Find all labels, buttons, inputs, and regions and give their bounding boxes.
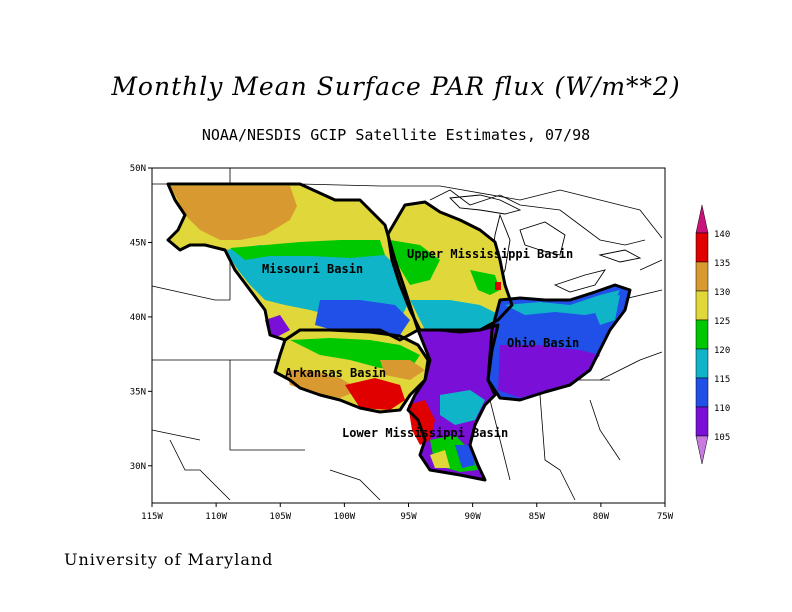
y-tick-label: 35N xyxy=(130,387,146,397)
x-tick-label: 110W xyxy=(205,512,227,522)
colorbar-label: 130 xyxy=(714,288,730,298)
lower-miss-basin-outline xyxy=(406,323,500,482)
basin-label-ohio: Ohio Basin xyxy=(507,336,579,350)
y-tick-label: 50N xyxy=(130,164,146,174)
map-title: Monthly Mean Surface PAR flux (W/m**2) xyxy=(111,72,681,101)
basin-label-upper-mississippi: Upper Mississippi Basin xyxy=(407,247,573,261)
y-axis: 30N 35N 40N 45N 50N xyxy=(130,164,152,472)
y-tick-label: 30N xyxy=(130,462,146,472)
x-tick-label: 80W xyxy=(593,512,610,522)
y-tick-label: 45N xyxy=(130,238,146,248)
colorbar-label: 105 xyxy=(714,433,730,443)
basin-boundaries xyxy=(166,182,632,482)
colorbar-label: 140 xyxy=(714,230,730,240)
basin-label-missouri: Missouri Basin xyxy=(262,262,363,276)
colorbar-swatch xyxy=(695,261,709,292)
basin-label-arkansas: Arkansas Basin xyxy=(285,366,386,380)
basin-label-lower-mississippi: Lower Mississippi Basin xyxy=(342,426,508,440)
colorbar-arrow-top xyxy=(695,204,709,234)
great-lakes xyxy=(449,194,642,293)
colorbar-label: 115 xyxy=(714,375,730,385)
x-tick-label: 105W xyxy=(269,512,291,522)
x-tick-label: 115W xyxy=(141,512,163,522)
x-tick-label: 95W xyxy=(400,512,417,522)
colorbar-swatch xyxy=(695,348,709,379)
footer-credit: University of Maryland xyxy=(64,550,274,569)
colorbar-swatch xyxy=(695,319,709,350)
colorbar-label: 135 xyxy=(714,259,730,269)
colorbar-swatch xyxy=(695,377,709,408)
colorbar-arrow-bottom xyxy=(695,435,709,465)
upper-miss-basin-outline xyxy=(386,200,514,334)
colorbar-label: 125 xyxy=(714,317,730,327)
map-subtitle: NOAA/NESDIS GCIP Satellite Estimates, 07… xyxy=(201,126,591,144)
x-tick-label: 75W xyxy=(657,512,674,522)
colorbar-swatch xyxy=(695,232,709,263)
colorbar-swatch xyxy=(695,406,709,437)
colorbar-label: 110 xyxy=(714,404,730,414)
arkansas-basin-outline xyxy=(273,328,430,414)
y-tick-label: 40N xyxy=(130,313,146,323)
colorbar-label: 120 xyxy=(714,346,730,356)
x-axis: 115W 110W 105W 100W 95W 90W 85W 80W 75W xyxy=(141,503,674,522)
colorbar-swatch xyxy=(695,290,709,321)
x-tick-label: 90W xyxy=(464,512,481,522)
x-tick-label: 85W xyxy=(529,512,546,522)
color-legend: 140 135 130 125 120 115 110 105 xyxy=(695,204,730,465)
x-tick-label: 100W xyxy=(334,512,356,522)
